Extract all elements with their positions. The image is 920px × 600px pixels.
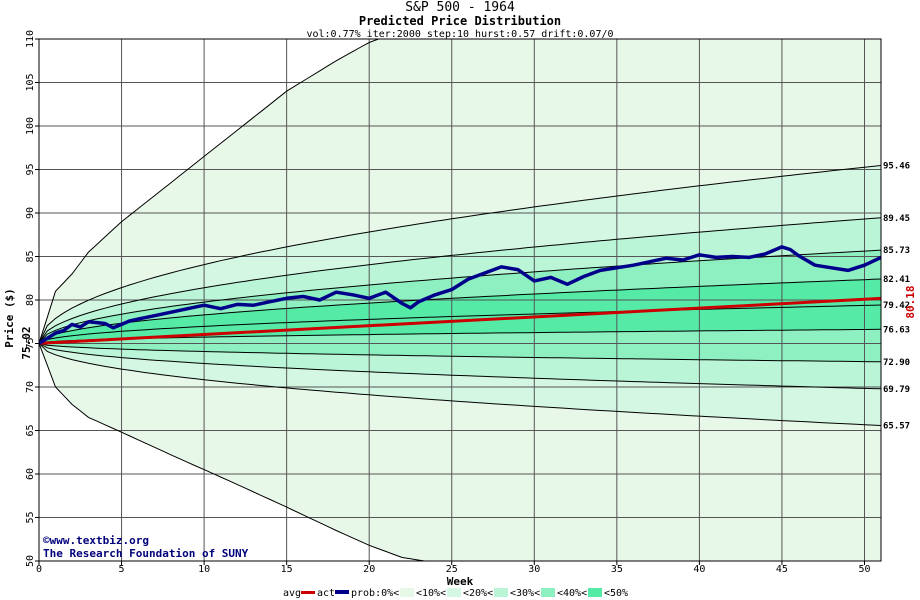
- chart-title: S&P 500 - 1964: [405, 0, 515, 15]
- x-tick-label: 25: [446, 564, 458, 575]
- percentile-line: [39, 342, 881, 363]
- legend-swatch-avg: [301, 591, 315, 594]
- y-tick-label: 100: [25, 117, 36, 135]
- legend-swatch-band: [447, 588, 461, 597]
- y-tick-label: 90: [25, 207, 36, 219]
- y-tick-label: 55: [25, 511, 36, 523]
- y-tick-label: 75: [25, 337, 36, 349]
- x-tick-label: 40: [693, 564, 705, 575]
- percentile-end-label: 89.45: [883, 214, 910, 224]
- percentile-end-label: 85.73: [883, 246, 910, 256]
- legend-label-band: prob:0%<: [351, 588, 399, 599]
- y-axis-label: Price ($): [3, 288, 16, 348]
- envelope-upper-line: [39, 39, 381, 344]
- start-price-label: 75.02: [20, 326, 33, 359]
- x-tick-label: 35: [611, 564, 623, 575]
- y-tick-label: 60: [25, 468, 36, 480]
- chart-params: vol:0.77% iter:2000 step:10 hurst:0.57 d…: [306, 29, 613, 40]
- y-tick-label: 65: [25, 424, 36, 436]
- y-tick-label: 95: [25, 163, 36, 175]
- percentile-end-label: 79.42: [883, 301, 910, 311]
- legend-label-band: <20%<: [463, 588, 493, 599]
- x-tick-label: 20: [363, 564, 375, 575]
- percentile-line: [39, 165, 881, 344]
- y-tick-label: 80: [25, 294, 36, 306]
- y-tick-label: 70: [25, 381, 36, 393]
- chart-subtitle: Predicted Price Distribution: [359, 14, 561, 28]
- x-axis-label: Week: [447, 575, 474, 588]
- series-line-act: [39, 245, 881, 345]
- percentile-end-label: 82.41: [883, 275, 910, 285]
- legend-label-avg: avg: [283, 588, 301, 599]
- y-tick-label: 105: [25, 73, 36, 91]
- x-tick-label: 5: [119, 564, 125, 575]
- credit-line-2: The Research Foundation of SUNY: [43, 547, 249, 560]
- x-tick-label: 45: [776, 564, 788, 575]
- actual-end-price-label: 80.18: [904, 285, 917, 318]
- x-tick-label: 10: [198, 564, 210, 575]
- legend-label-band: <30%<: [510, 588, 540, 599]
- plot-content: [39, 39, 881, 561]
- percentile-line: [39, 278, 881, 344]
- x-tick-label: 15: [281, 564, 293, 575]
- percentile-end-label: 65.57: [883, 422, 910, 432]
- legend-swatch-band: [541, 588, 555, 597]
- legend-swatch-act: [335, 590, 349, 594]
- percentile-line: [39, 342, 881, 426]
- y-tick-label: 110: [25, 30, 36, 48]
- legend-swatch-band: [494, 588, 508, 597]
- percentile-line: [39, 217, 881, 344]
- legend-label-act: act: [317, 588, 335, 599]
- percentile-end-label: 76.63: [883, 325, 910, 335]
- legend: avg act prob:0%< <10%< <20%< <30%< <40%< <50%: [283, 588, 628, 599]
- percentile-end-label: 95.46: [883, 161, 910, 171]
- series-line-avg: [39, 296, 881, 345]
- legend-swatch-band: [588, 588, 602, 597]
- axes: 0 5 10 15 20 25 30 35 40 45 50 50 55 60 65 70 75 80 85 90 95…: [25, 30, 910, 575]
- legend-label-band: <40%<: [557, 588, 587, 599]
- percentile-end-label: 69.79: [883, 385, 910, 395]
- plot-area: [39, 39, 881, 561]
- x-tick-label: 50: [858, 564, 870, 575]
- legend-swatch-band: [400, 588, 414, 597]
- percentile-line: [39, 342, 881, 390]
- envelope-lower-line: [39, 343, 428, 561]
- x-tick-label: 30: [528, 564, 540, 575]
- percentile-end-label: 72.90: [883, 358, 910, 368]
- percentile-line: [39, 328, 881, 344]
- credit-line-1: ©www.textbiz.org: [43, 534, 149, 547]
- y-tick-label: 50: [25, 555, 36, 567]
- band-4: [39, 279, 881, 344]
- x-tick-label: 0: [36, 564, 42, 575]
- legend-label-band: <50%: [604, 588, 628, 599]
- percentile-line: [39, 304, 881, 344]
- y-tick-label: 85: [25, 250, 36, 262]
- legend-label-band: <10%<: [416, 588, 446, 599]
